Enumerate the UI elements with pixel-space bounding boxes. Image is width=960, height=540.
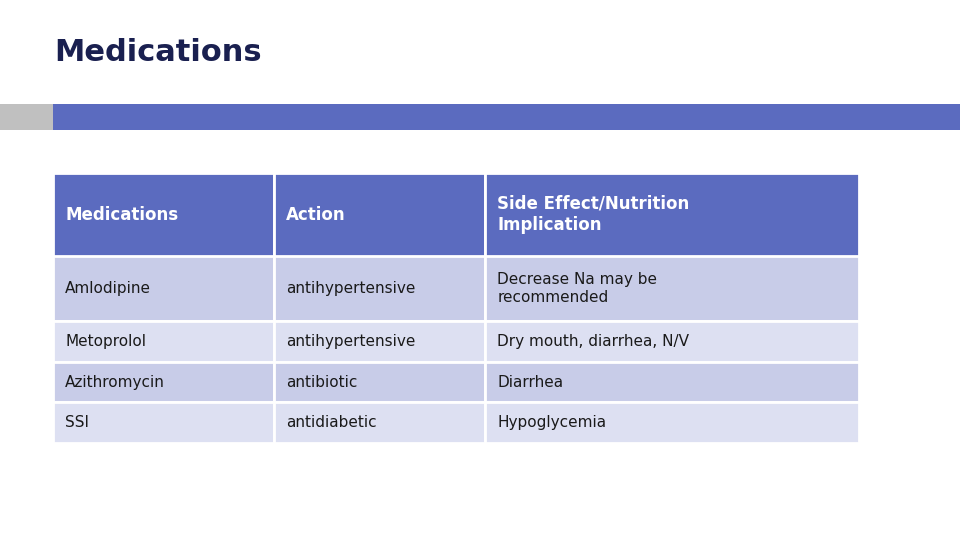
Text: Action: Action — [286, 206, 346, 224]
Text: antidiabetic: antidiabetic — [286, 415, 376, 430]
Text: antibiotic: antibiotic — [286, 375, 357, 389]
Bar — [274, 402, 485, 443]
Bar — [53, 256, 274, 321]
Bar — [485, 362, 859, 402]
Bar — [53, 402, 274, 443]
Bar — [274, 321, 485, 362]
Text: Diarrhea: Diarrhea — [497, 375, 564, 389]
Bar — [53, 104, 960, 130]
Text: antihypertensive: antihypertensive — [286, 281, 416, 296]
Text: Metoprolol: Metoprolol — [65, 334, 146, 349]
Bar — [485, 173, 859, 256]
Bar — [0, 104, 53, 130]
Text: antihypertensive: antihypertensive — [286, 334, 416, 349]
Text: Hypoglycemia: Hypoglycemia — [497, 415, 607, 430]
Text: Side Effect/Nutrition
Implication: Side Effect/Nutrition Implication — [497, 195, 689, 234]
Text: SSI: SSI — [65, 415, 89, 430]
Bar — [53, 321, 274, 362]
Bar — [53, 362, 274, 402]
Text: Amlodipine: Amlodipine — [65, 281, 152, 296]
Text: Medications: Medications — [55, 38, 262, 67]
Bar — [485, 402, 859, 443]
Bar — [274, 256, 485, 321]
Bar — [274, 362, 485, 402]
Bar — [485, 321, 859, 362]
Text: Medications: Medications — [65, 206, 179, 224]
Bar — [274, 173, 485, 256]
Text: Azithromycin: Azithromycin — [65, 375, 165, 389]
Bar — [485, 256, 859, 321]
Text: Decrease Na may be
recommended: Decrease Na may be recommended — [497, 272, 658, 306]
Bar — [53, 173, 274, 256]
Text: Dry mouth, diarrhea, N/V: Dry mouth, diarrhea, N/V — [497, 334, 689, 349]
